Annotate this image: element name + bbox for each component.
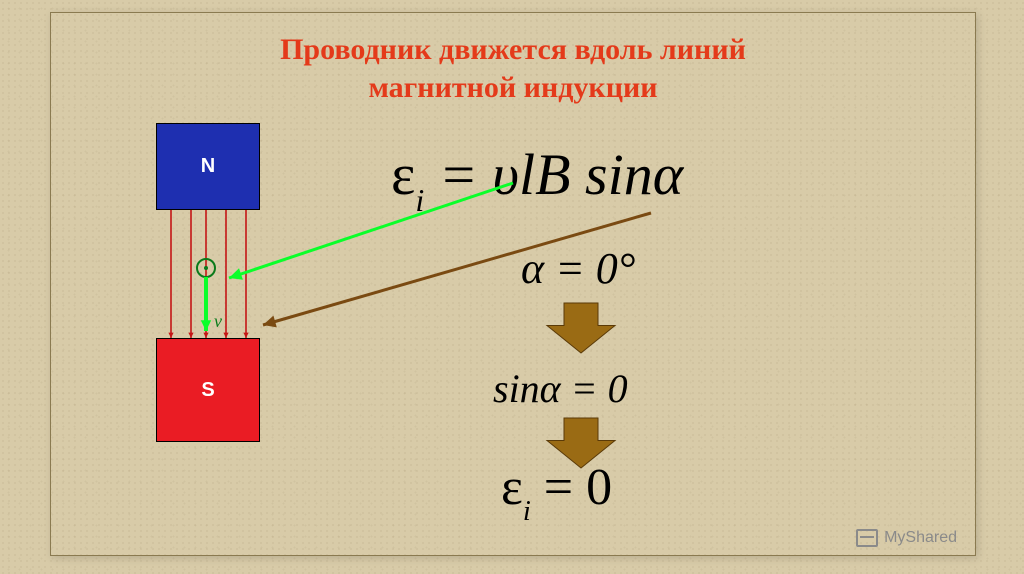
- equation-subscript: i: [415, 183, 424, 218]
- title-line-2: магнитной индукции: [51, 69, 975, 107]
- equation-sin-alpha-text: sinα = 0: [493, 366, 628, 411]
- equation-final-subscript: i: [523, 496, 531, 527]
- equation-main-rest: = υlB sinα: [424, 142, 683, 207]
- magnet-north-label: N: [201, 155, 215, 178]
- slide-title: Проводник движется вдоль линий магнитной…: [51, 31, 975, 106]
- equation-alpha-text: α = 0°: [521, 244, 635, 293]
- equation-main-emf: εi = υlB sinα: [391, 141, 683, 215]
- canvas-background: Проводник движется вдоль линий магнитной…: [0, 0, 1024, 574]
- equation-alpha-zero: α = 0°: [521, 243, 635, 294]
- equation-final-epsilon: ε: [501, 459, 523, 516]
- magnet-south-label: S: [201, 379, 214, 402]
- watermark-icon: [856, 529, 878, 547]
- watermark-text: MyShared: [884, 529, 957, 547]
- magnet-south-pole: S: [156, 338, 260, 442]
- title-line-1: Проводник движется вдоль линий: [51, 31, 975, 69]
- watermark: MyShared: [856, 529, 957, 547]
- equation-epsilon: ε: [391, 142, 415, 207]
- svg-text:v: v: [214, 311, 222, 331]
- equation-emf-zero: εi = 0: [501, 458, 612, 523]
- slide-frame: Проводник движется вдоль линий магнитной…: [50, 12, 976, 556]
- equation-final-rest: = 0: [531, 459, 612, 516]
- magnet-north-pole: N: [156, 123, 260, 210]
- equation-sin-alpha-zero: sinα = 0: [493, 365, 628, 412]
